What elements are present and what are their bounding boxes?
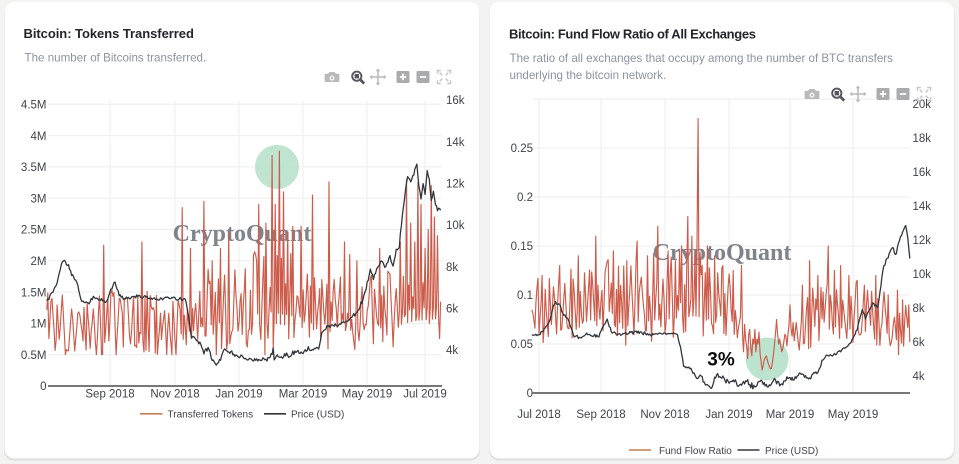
svg-text:Jan 2019: Jan 2019 bbox=[705, 409, 752, 421]
svg-text:May 2019: May 2019 bbox=[828, 409, 879, 421]
svg-text:3M: 3M bbox=[31, 193, 47, 205]
svg-text:0.2: 0.2 bbox=[517, 192, 533, 204]
svg-text:3.5M: 3.5M bbox=[21, 162, 47, 174]
svg-text:Bitcoin: Tokens Transferred: Bitcoin: Tokens Transferred bbox=[24, 26, 194, 41]
svg-text:underlying the bitcoin network: underlying the bitcoin network. bbox=[510, 69, 667, 82]
svg-text:1M: 1M bbox=[31, 319, 47, 331]
svg-text:0: 0 bbox=[527, 388, 533, 400]
svg-text:Price (USD): Price (USD) bbox=[291, 410, 344, 421]
svg-text:The number of Bitcoins transfe: The number of Bitcoins transferred. bbox=[25, 52, 207, 65]
svg-text:16k: 16k bbox=[913, 167, 932, 179]
svg-text:Jul 2018: Jul 2018 bbox=[517, 409, 560, 421]
svg-text:0.05: 0.05 bbox=[511, 339, 533, 351]
svg-text:Jul 2019: Jul 2019 bbox=[403, 389, 446, 401]
svg-text:Nov 2018: Nov 2018 bbox=[150, 389, 199, 401]
svg-text:18k: 18k bbox=[913, 133, 932, 145]
svg-text:3%: 3% bbox=[707, 350, 735, 371]
svg-text:0.1: 0.1 bbox=[517, 290, 533, 302]
svg-text:0: 0 bbox=[40, 381, 46, 393]
svg-text:Transferred Tokens: Transferred Tokens bbox=[168, 410, 254, 421]
svg-text:10k: 10k bbox=[446, 220, 465, 232]
svg-text:16k: 16k bbox=[446, 95, 465, 107]
svg-text:CryptoQuant: CryptoQuant bbox=[173, 221, 312, 247]
svg-text:14k: 14k bbox=[446, 137, 465, 149]
svg-text:Price (USD): Price (USD) bbox=[765, 446, 818, 457]
svg-text:The ratio of all exchanges tha: The ratio of all exchanges that occupy a… bbox=[510, 52, 894, 65]
svg-text:4k: 4k bbox=[446, 345, 458, 357]
svg-text:12k: 12k bbox=[913, 235, 932, 247]
svg-text:12k: 12k bbox=[446, 179, 465, 191]
svg-text:8k: 8k bbox=[446, 262, 458, 274]
svg-text:Mar 2019: Mar 2019 bbox=[766, 409, 815, 421]
svg-text:Sep 2018: Sep 2018 bbox=[85, 389, 134, 401]
svg-text:4.5M: 4.5M bbox=[21, 100, 47, 112]
svg-text:6k: 6k bbox=[913, 337, 925, 349]
svg-text:CryptoQuant: CryptoQuant bbox=[653, 240, 792, 266]
svg-text:4M: 4M bbox=[31, 131, 47, 143]
svg-text:2M: 2M bbox=[31, 256, 47, 268]
svg-text:6k: 6k bbox=[446, 304, 458, 316]
svg-text:4k: 4k bbox=[913, 371, 925, 383]
svg-text:1.5M: 1.5M bbox=[21, 287, 47, 299]
svg-text:0.15: 0.15 bbox=[511, 241, 533, 253]
svg-text:Bitcoin: Fund Flow Ratio of Al: Bitcoin: Fund Flow Ratio of All Exchange… bbox=[509, 26, 756, 41]
svg-text:0.25: 0.25 bbox=[511, 143, 533, 155]
svg-text:Fund Flow Ratio: Fund Flow Ratio bbox=[659, 446, 732, 457]
svg-text:8k: 8k bbox=[913, 303, 925, 315]
svg-text:Mar 2019: Mar 2019 bbox=[279, 389, 328, 401]
svg-text:0.5M: 0.5M bbox=[21, 350, 47, 362]
svg-text:10k: 10k bbox=[913, 269, 932, 281]
svg-text:Sep 2018: Sep 2018 bbox=[576, 409, 625, 421]
svg-text:May 2019: May 2019 bbox=[342, 389, 393, 401]
svg-text:20k: 20k bbox=[913, 99, 932, 111]
svg-text:Nov 2018: Nov 2018 bbox=[640, 409, 689, 421]
svg-text:2.5M: 2.5M bbox=[21, 225, 47, 237]
svg-text:Jan 2019: Jan 2019 bbox=[215, 389, 262, 401]
svg-text:14k: 14k bbox=[913, 201, 932, 213]
